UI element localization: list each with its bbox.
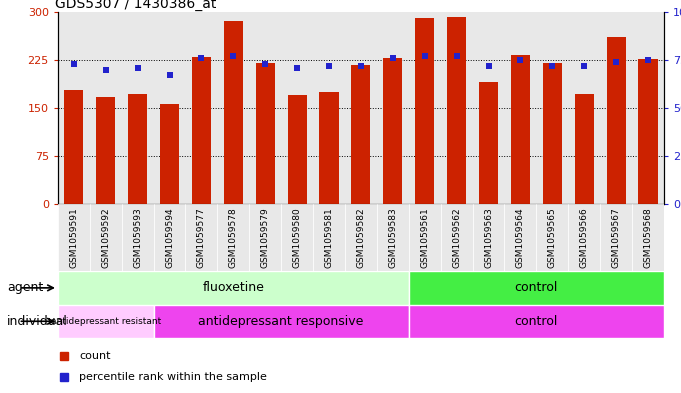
Text: percentile rank within the sample: percentile rank within the sample (79, 372, 267, 382)
Bar (313, 204, 345, 271)
Bar (122, 204, 154, 271)
Bar (351, 65, 370, 204)
Bar (441, 204, 473, 271)
Bar (255, 63, 275, 204)
Bar (160, 104, 179, 204)
Bar (128, 94, 147, 204)
Bar (58, 305, 154, 338)
Bar (90, 204, 122, 271)
Bar (377, 204, 409, 271)
Bar (537, 204, 568, 271)
Bar (639, 59, 658, 204)
Bar (224, 21, 243, 204)
Text: GSM1059562: GSM1059562 (452, 208, 461, 268)
Text: GSM1059568: GSM1059568 (644, 208, 652, 268)
Bar (383, 58, 402, 204)
Text: GSM1059582: GSM1059582 (356, 208, 366, 268)
Bar (96, 97, 115, 204)
Text: GSM1059592: GSM1059592 (101, 208, 110, 268)
Bar (287, 95, 306, 204)
Text: GSM1059564: GSM1059564 (516, 208, 525, 268)
Bar (575, 94, 594, 204)
Bar (415, 18, 434, 204)
Text: GSM1059594: GSM1059594 (165, 208, 174, 268)
Bar (185, 204, 217, 271)
Bar (64, 90, 83, 204)
Bar (217, 204, 249, 271)
Text: fluoxetine: fluoxetine (202, 281, 264, 294)
Text: GSM1059580: GSM1059580 (293, 208, 302, 268)
Bar (409, 271, 664, 305)
Text: GSM1059593: GSM1059593 (133, 208, 142, 268)
Bar (568, 204, 600, 271)
Text: antidepressant resistant: antidepressant resistant (50, 317, 161, 326)
Text: GSM1059591: GSM1059591 (69, 208, 78, 268)
Bar (511, 55, 530, 204)
Text: GSM1059578: GSM1059578 (229, 208, 238, 268)
Text: GSM1059565: GSM1059565 (548, 208, 557, 268)
Text: GSM1059567: GSM1059567 (612, 208, 620, 268)
Bar (607, 37, 626, 204)
Text: GSM1059583: GSM1059583 (388, 208, 397, 268)
Text: control: control (515, 315, 558, 328)
Text: individual: individual (7, 315, 67, 328)
Bar (249, 204, 281, 271)
Bar (473, 204, 505, 271)
Bar (345, 204, 377, 271)
Bar (632, 204, 664, 271)
Text: GSM1059561: GSM1059561 (420, 208, 429, 268)
Text: GSM1059563: GSM1059563 (484, 208, 493, 268)
Bar (600, 204, 632, 271)
Text: control: control (515, 281, 558, 294)
Bar (543, 63, 562, 204)
Bar (58, 271, 409, 305)
Text: count: count (79, 351, 110, 361)
Text: agent: agent (7, 281, 43, 294)
Text: GSM1059577: GSM1059577 (197, 208, 206, 268)
Text: GSM1059579: GSM1059579 (261, 208, 270, 268)
Bar (154, 204, 185, 271)
Text: GSM1059566: GSM1059566 (580, 208, 589, 268)
Bar (447, 17, 466, 204)
Text: GSM1059581: GSM1059581 (325, 208, 334, 268)
Bar (281, 204, 313, 271)
Bar (154, 305, 409, 338)
Bar (409, 305, 664, 338)
Bar (409, 204, 441, 271)
Bar (192, 57, 211, 204)
Bar (479, 83, 498, 204)
Bar (505, 204, 537, 271)
Bar (319, 92, 338, 204)
Bar (58, 204, 90, 271)
Text: antidepressant responsive: antidepressant responsive (198, 315, 364, 328)
Text: GDS5307 / 1430386_at: GDS5307 / 1430386_at (55, 0, 217, 11)
